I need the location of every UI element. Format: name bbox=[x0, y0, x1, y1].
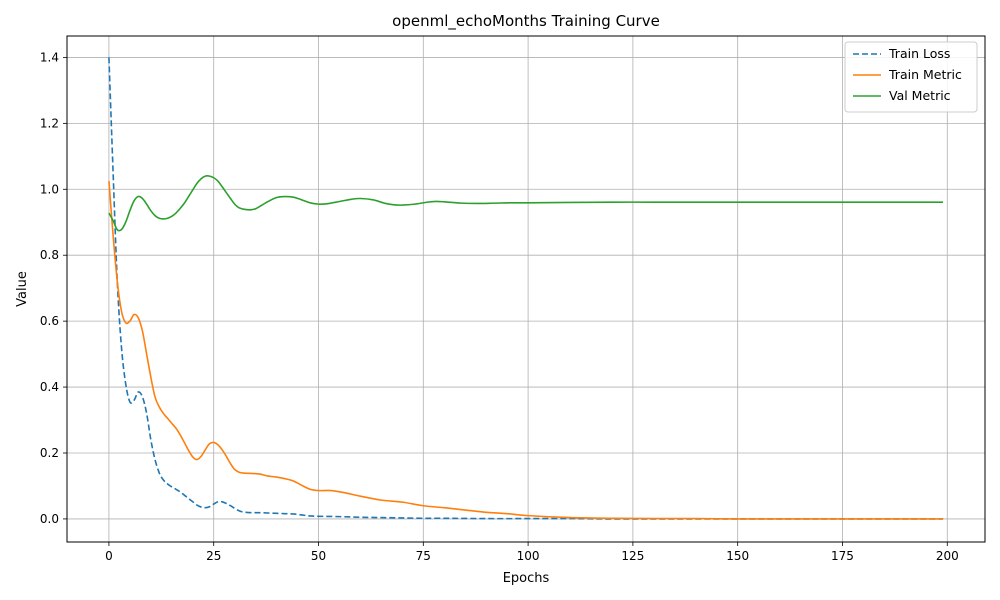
y-tick-label: 0.0 bbox=[40, 512, 59, 526]
chart-title: openml_echoMonths Training Curve bbox=[392, 12, 660, 31]
y-tick-label: 0.6 bbox=[40, 314, 59, 328]
x-tick-label: 50 bbox=[311, 549, 326, 563]
y-tick-label: 1.0 bbox=[40, 182, 59, 196]
plot-series bbox=[108, 57, 944, 520]
x-tick-label: 100 bbox=[517, 549, 540, 563]
legend-label-train-loss: Train Loss bbox=[888, 46, 950, 61]
y-tick-label: 0.4 bbox=[40, 380, 59, 394]
plot-frame bbox=[66, 35, 986, 543]
legend-box bbox=[844, 41, 978, 113]
train-metric-line bbox=[108, 180, 944, 520]
y-tick-label: 0.2 bbox=[40, 446, 59, 460]
train-loss-line bbox=[108, 57, 944, 520]
legend: Train Loss Train Metric Val Metric bbox=[844, 41, 978, 113]
x-tick-label: 200 bbox=[936, 549, 959, 563]
y-tick-label: 1.2 bbox=[40, 116, 59, 130]
x-tick-label: 75 bbox=[416, 549, 431, 563]
x-tick-label: 0 bbox=[105, 549, 113, 563]
y-tick-label: 1.4 bbox=[40, 50, 59, 64]
val-metric-line bbox=[108, 175, 944, 232]
x-tick-label: 25 bbox=[206, 549, 221, 563]
x-tick-label: 150 bbox=[726, 549, 749, 563]
legend-label-val-metric: Val Metric bbox=[889, 88, 951, 103]
y-tick-label: 0.8 bbox=[40, 248, 59, 262]
x-tick-label: 125 bbox=[621, 549, 644, 563]
legend-label-train-metric: Train Metric bbox=[888, 67, 962, 82]
x-axis-label: Epochs bbox=[503, 571, 550, 586]
x-tick-label: 175 bbox=[831, 549, 854, 563]
y-axis-label: Value bbox=[15, 271, 30, 307]
axis-ticks: 0 25 50 75 100 125 150 175 200 0.0 0.2 0.4 0.6 0.8 1.0… bbox=[40, 50, 959, 563]
